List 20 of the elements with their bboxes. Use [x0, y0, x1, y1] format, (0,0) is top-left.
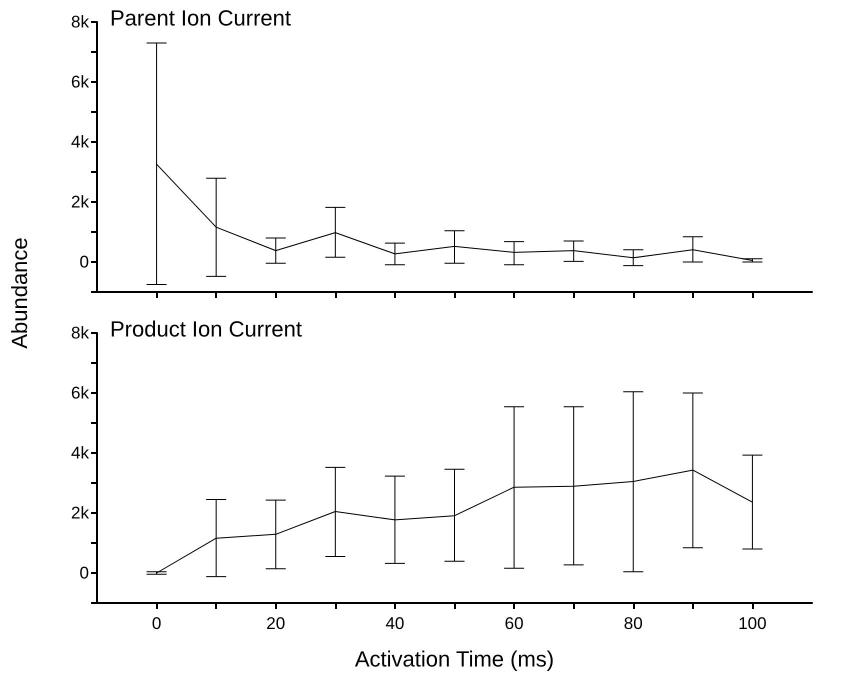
y-tick-label: 8k [71, 324, 90, 342]
x-tick-label: 0 [152, 614, 162, 633]
y-tick-label: 6k [71, 384, 90, 402]
chart-title: Product Ion Current [110, 316, 302, 342]
x-tick-label: 20 [266, 614, 286, 633]
x-axis-title: Activation Time (ms) [354, 646, 554, 672]
y-tick-label: 6k [71, 72, 90, 92]
y-tick-label: 0 [80, 564, 89, 582]
chart-title: Parent Ion Current [110, 6, 291, 30]
y-tick-label: 2k [71, 192, 90, 212]
y-tick-label: 8k [71, 12, 90, 32]
x-tick-label: 100 [738, 614, 767, 633]
x-tick-label: 80 [624, 614, 643, 633]
y-tick-label: 4k [71, 132, 90, 152]
x-tick-label: 60 [504, 614, 524, 633]
y-tick-label: 0 [80, 252, 89, 272]
y-axis-title: Abundance [7, 237, 33, 349]
y-tick-label: 2k [71, 504, 90, 522]
y-tick-label: 4k [71, 444, 90, 462]
x-tick-label: 40 [385, 614, 404, 633]
